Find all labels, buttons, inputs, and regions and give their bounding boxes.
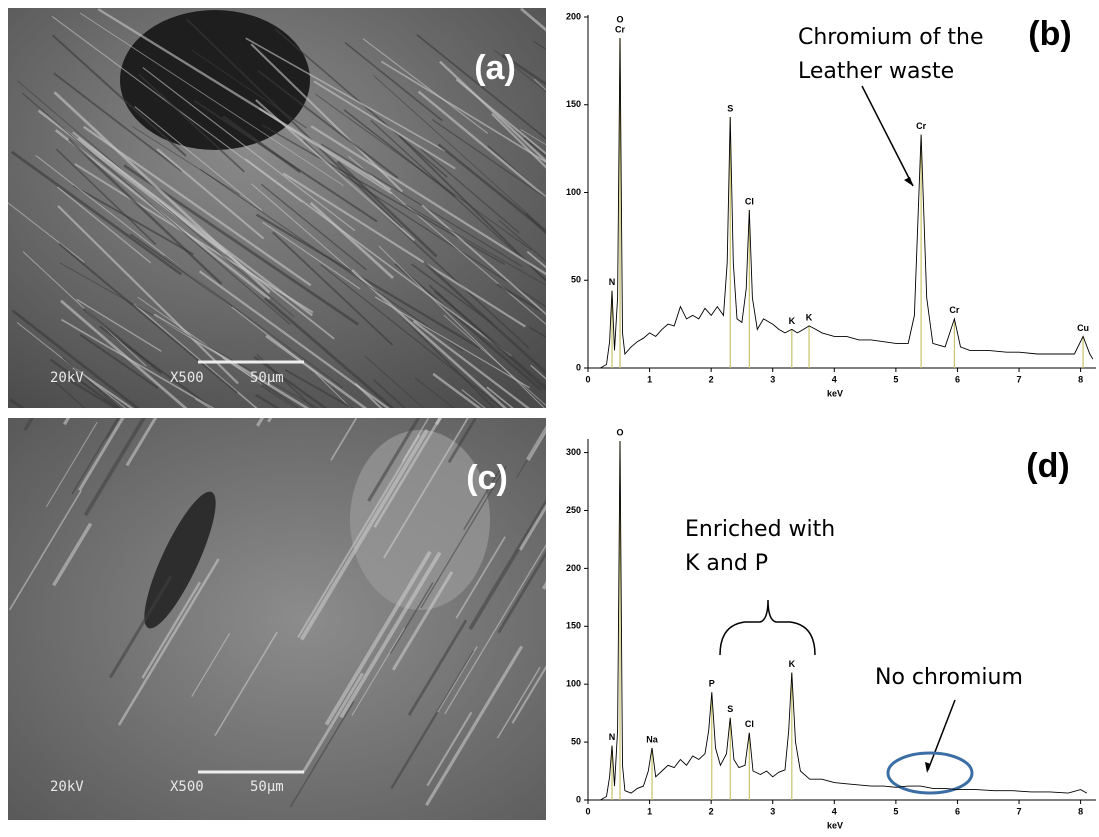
y-tick-label: 150 bbox=[566, 99, 581, 109]
x-tick-label: 1 bbox=[647, 806, 652, 816]
x-tick-label: 2 bbox=[709, 806, 714, 816]
peak-label: Na bbox=[646, 734, 658, 744]
peak-label: O bbox=[617, 14, 624, 24]
x-tick-label: 3 bbox=[770, 806, 775, 816]
fiber bbox=[530, 327, 658, 402]
y-tick-label: 200 bbox=[566, 563, 581, 573]
y-tick-label: 200 bbox=[566, 11, 581, 21]
annotation: K and P bbox=[685, 551, 768, 576]
x-tick-label: 8 bbox=[1078, 374, 1083, 384]
peak-label: S bbox=[727, 103, 733, 113]
figure: (a) 20kV X500 50µm (c) 20kV X500 50µm (b… bbox=[0, 0, 1099, 832]
x-tick-label: 5 bbox=[893, 806, 898, 816]
peak-label: K bbox=[789, 316, 796, 326]
y-tick-label: 100 bbox=[566, 187, 581, 197]
y-tick-label: 50 bbox=[571, 736, 581, 746]
y-tick-label: 50 bbox=[571, 275, 581, 285]
panel-label: (a) bbox=[474, 49, 516, 87]
peak-label: K bbox=[806, 312, 813, 322]
y-tick-label: 0 bbox=[576, 794, 581, 804]
peak-label: N bbox=[609, 732, 616, 742]
y-tick-label: 100 bbox=[566, 679, 581, 689]
x-tick-label: 4 bbox=[832, 806, 837, 816]
arrow-head bbox=[904, 177, 913, 186]
y-tick-label: 150 bbox=[566, 621, 581, 631]
x-tick-label: 5 bbox=[893, 374, 898, 384]
fiber bbox=[521, 129, 743, 263]
peak-label: S bbox=[727, 704, 733, 714]
x-tick-label: 0 bbox=[585, 806, 590, 816]
annotation: Leather waste bbox=[798, 59, 954, 84]
panel-label: (c) bbox=[466, 459, 508, 497]
x-tick-label: 3 bbox=[770, 374, 775, 384]
voltage: 20kV bbox=[50, 779, 84, 795]
scale: 50µm bbox=[250, 370, 284, 386]
x-tick-label: 4 bbox=[832, 374, 837, 384]
x-tick-label: 6 bbox=[955, 374, 960, 384]
x-tick-label: 6 bbox=[955, 806, 960, 816]
peak-label: Cr bbox=[949, 305, 959, 315]
x-tick-label: 7 bbox=[1017, 374, 1022, 384]
peak-label: Cr bbox=[916, 121, 926, 131]
spectrum bbox=[600, 441, 1087, 800]
fiber bbox=[527, 252, 670, 371]
fiber bbox=[524, 138, 702, 278]
voltage: 20kV bbox=[50, 370, 84, 386]
peak-label: N bbox=[609, 277, 616, 287]
y-tick-label: 250 bbox=[566, 505, 581, 515]
fiber bbox=[533, 41, 626, 99]
ridge bbox=[543, 377, 670, 589]
panel-label: (b) bbox=[1028, 15, 1071, 53]
annotation: Enriched with bbox=[685, 517, 835, 542]
spectrum bbox=[600, 38, 1093, 368]
annotation: Chromium of the bbox=[798, 25, 984, 50]
y-tick-label: 0 bbox=[576, 362, 581, 372]
fiber bbox=[526, 214, 672, 358]
scale: 50µm bbox=[250, 779, 284, 795]
brace bbox=[720, 600, 815, 655]
annotations: (b) Chromium of the Leather waste (d) En… bbox=[685, 15, 1072, 793]
x-tick-label: 2 bbox=[709, 374, 714, 384]
peak-label: K bbox=[789, 659, 796, 669]
panel-label: (d) bbox=[1026, 447, 1069, 485]
x-tick-label: 0 bbox=[585, 374, 590, 384]
x-tick-label: 1 bbox=[647, 374, 652, 384]
x-axis-label: keV bbox=[827, 388, 843, 398]
peak-label: Cl bbox=[745, 719, 754, 729]
peak-label: P bbox=[709, 679, 715, 689]
peak-label: O bbox=[617, 427, 624, 437]
x-tick-label: 7 bbox=[1017, 806, 1022, 816]
annotation: No chromium bbox=[875, 665, 1023, 690]
peak-label: Cr bbox=[615, 24, 625, 34]
magnification: X500 bbox=[170, 370, 204, 386]
x-axis-label: keV bbox=[827, 820, 843, 830]
peak-label: Cu bbox=[1077, 323, 1089, 333]
arrow bbox=[862, 86, 913, 186]
peak-label: Cl bbox=[745, 196, 754, 206]
magnification: X500 bbox=[170, 779, 204, 795]
y-tick-label: 300 bbox=[566, 447, 581, 457]
arrow bbox=[928, 700, 955, 770]
x-tick-label: 8 bbox=[1078, 806, 1083, 816]
